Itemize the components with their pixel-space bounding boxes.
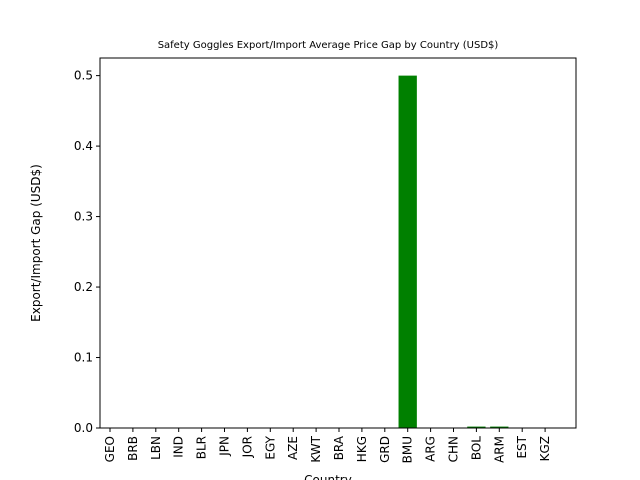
x-tick-label: BRB (126, 436, 140, 461)
bar (467, 426, 486, 428)
y-tick-label: 0.3 (74, 210, 93, 224)
x-tick-label: CHN (447, 436, 461, 462)
x-axis-label: Country (304, 473, 352, 480)
x-tick-label: JOR (240, 436, 254, 458)
x-tick-label: BRA (332, 435, 346, 460)
plot-frame (99, 57, 577, 429)
x-tick-label: ARM (492, 436, 506, 463)
x-tick-label: HKG (355, 436, 369, 462)
y-tick-label: 0.5 (74, 69, 93, 83)
bar (490, 426, 509, 428)
x-tick-label: AZE (286, 436, 300, 460)
x-tick-label: BLR (195, 436, 209, 459)
y-tick-label: 0.1 (74, 351, 93, 365)
x-tick-label: GEO (103, 436, 117, 462)
x-tick-label: JPN (218, 436, 232, 457)
y-tick-label: 0.4 (74, 139, 93, 153)
x-tick-label: IND (172, 436, 186, 458)
x-tick-label: EGY (263, 435, 277, 459)
x-tick-label: KWT (309, 435, 323, 462)
chart-title: Safety Goggles Export/Import Average Pri… (158, 40, 499, 51)
y-tick-label: 0.2 (74, 280, 93, 294)
x-tick-label: LBN (149, 436, 163, 460)
x-tick-label: ARG (424, 436, 438, 462)
bar (398, 75, 417, 428)
x-tick-label: EST (515, 435, 529, 458)
y-axis-label: Export/Import Gap (USD$) (29, 164, 43, 322)
y-tick-label: 0.0 (74, 421, 93, 435)
x-tick-label: BMU (401, 436, 415, 463)
x-tick-label: GRD (378, 436, 392, 463)
x-tick-label: KGZ (538, 436, 552, 461)
x-tick-label: BOL (469, 436, 483, 460)
